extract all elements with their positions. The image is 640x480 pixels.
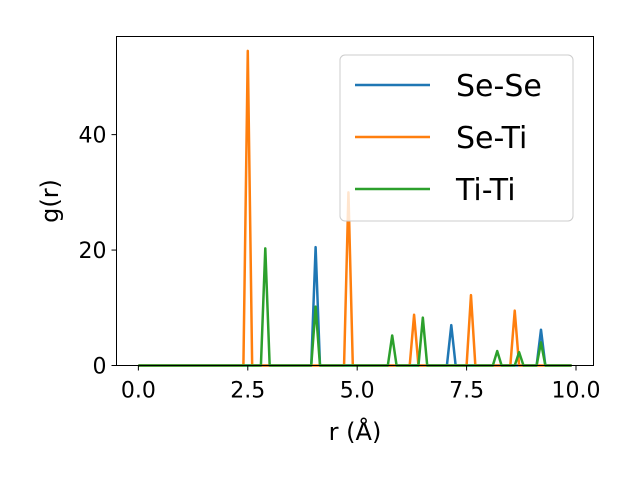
legend-label-0: Se-Se — [456, 69, 542, 104]
legend-label-1: Se-Ti — [456, 121, 527, 156]
x-tick-label: 2.5 — [230, 379, 265, 404]
legend-box — [339, 54, 574, 222]
y-tick-label: 0 — [93, 355, 107, 380]
series-line-2 — [138, 247, 572, 367]
series-line-1 — [138, 49, 572, 367]
y-axis-label: g(r) — [36, 179, 64, 223]
x-tick-label: 10.0 — [552, 379, 601, 404]
legend-label-2: Ti-Ti — [455, 173, 516, 208]
y-tick-label: 20 — [79, 239, 107, 264]
x-ticks: 0.0 2.5 5.0 7.5 10.0 — [121, 365, 601, 404]
x-axis-label: r (Å) — [329, 417, 382, 446]
x-tick-label: 7.5 — [449, 379, 484, 404]
y-ticks: 0 20 40 — [79, 124, 117, 380]
x-tick-label: 5.0 — [340, 379, 375, 404]
x-tick-label: 0.0 — [121, 379, 156, 404]
y-tick-label: 40 — [79, 124, 107, 149]
legend: Se-Se Se-Ti Ti-Ti — [339, 54, 574, 222]
series-line-0 — [138, 245, 572, 367]
plot-frame — [116, 36, 594, 366]
